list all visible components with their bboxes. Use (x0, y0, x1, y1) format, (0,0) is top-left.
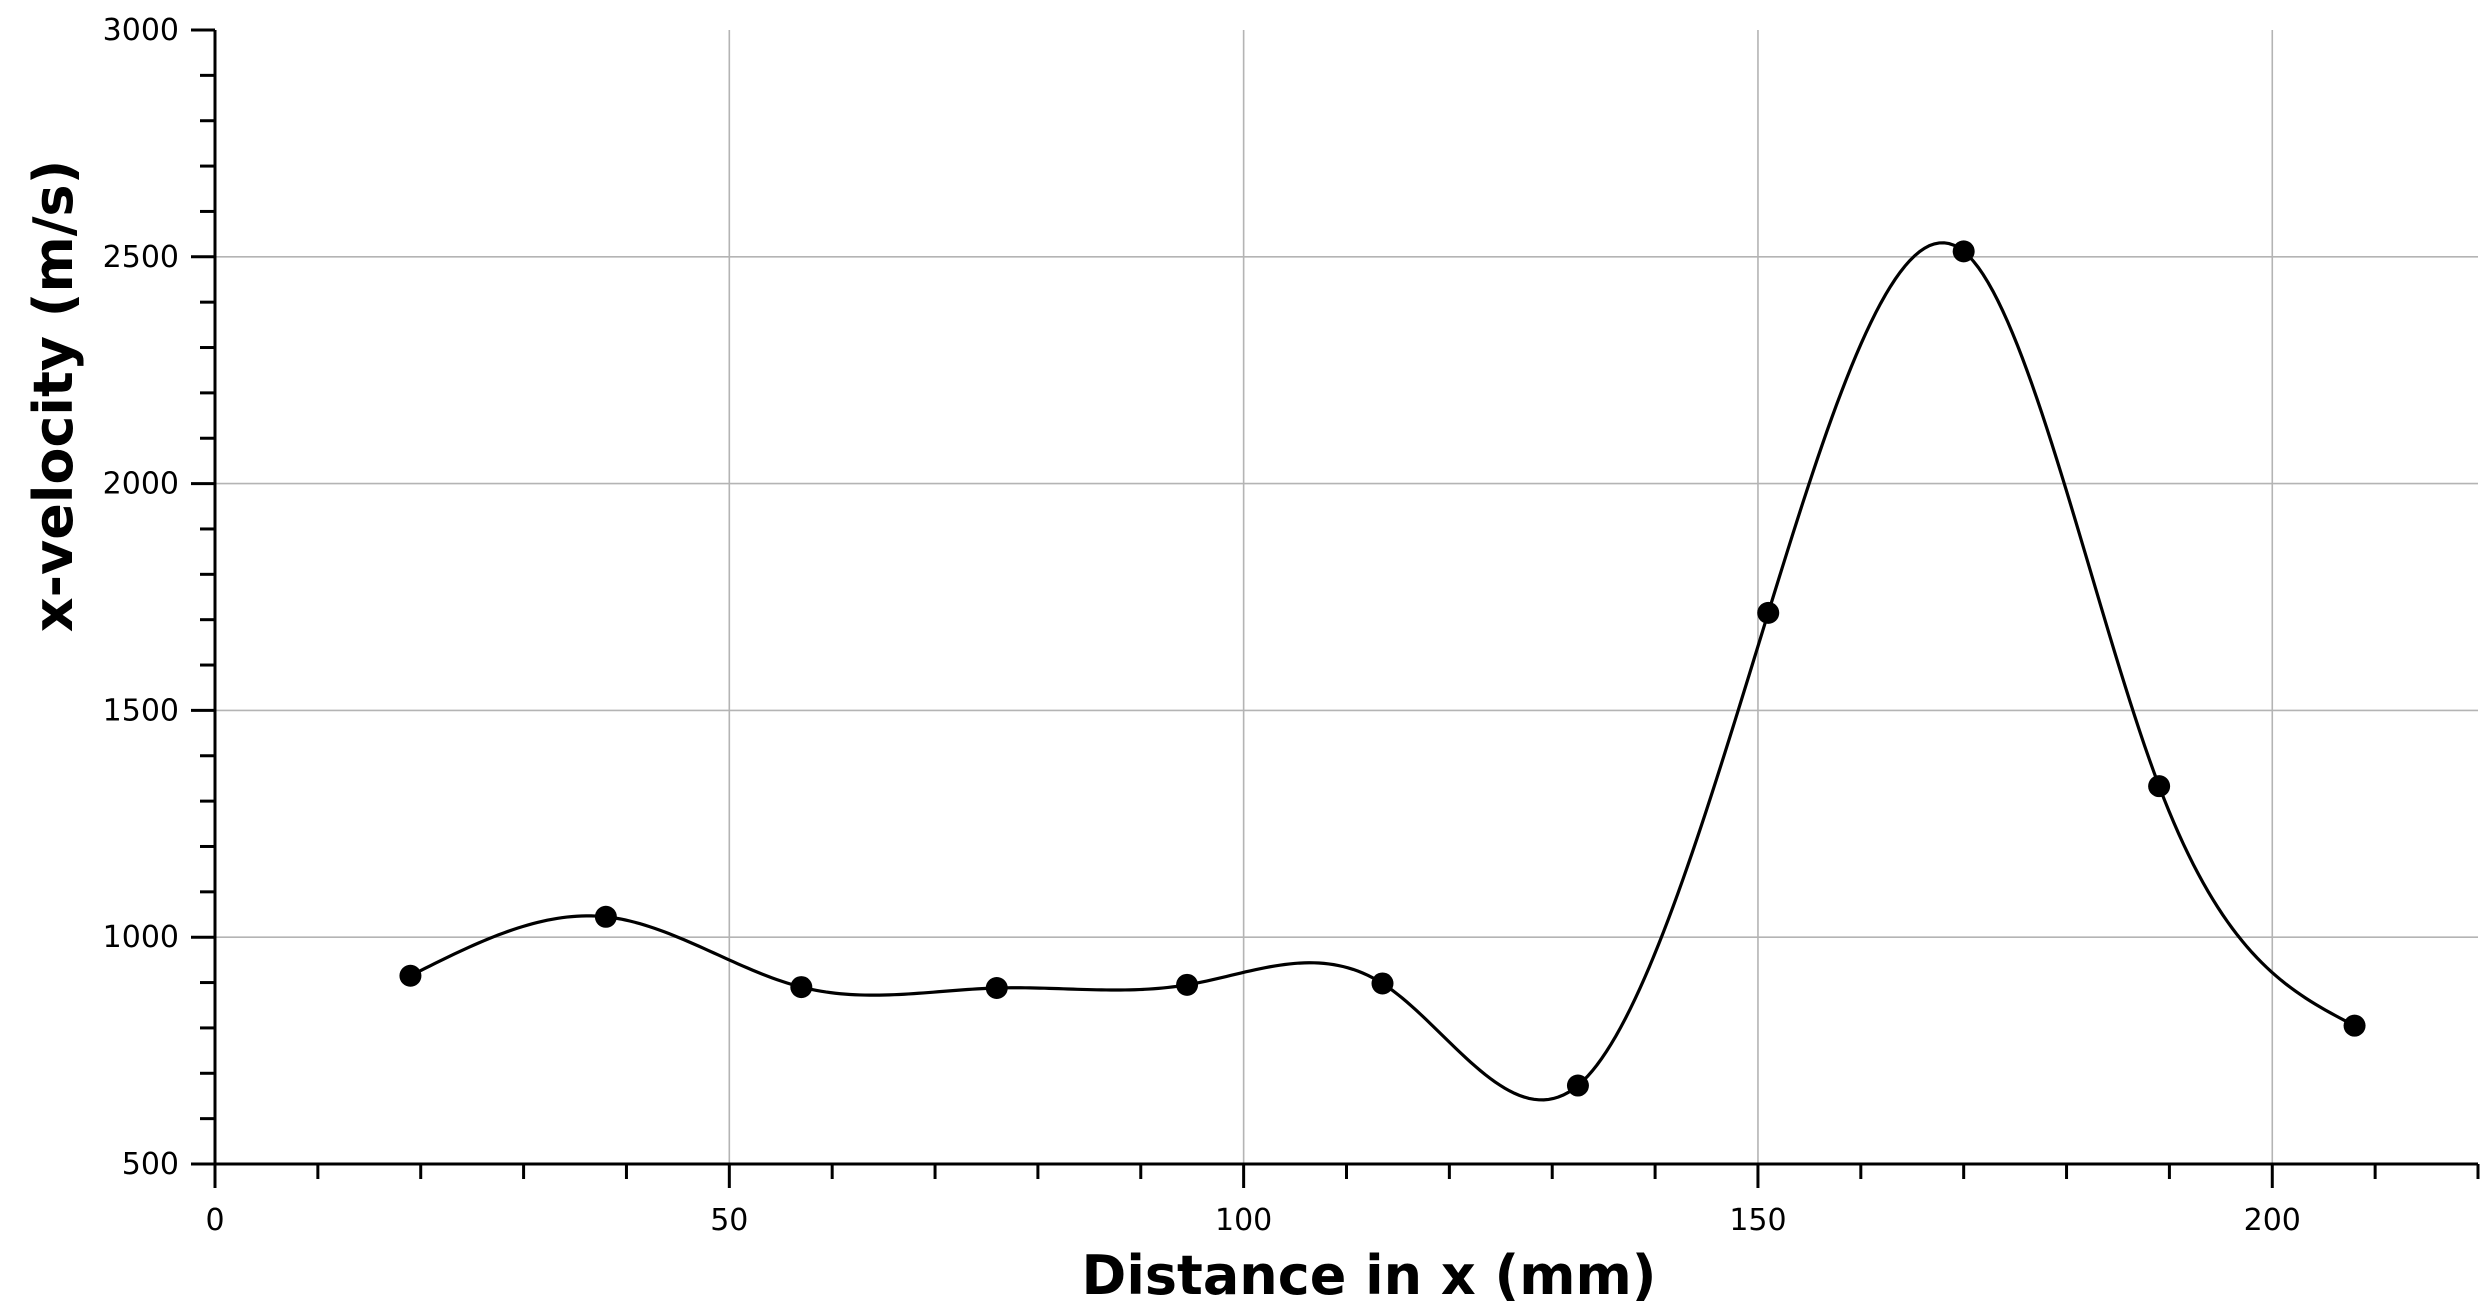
data-series (399, 240, 2366, 1102)
data-point (1952, 240, 1975, 263)
tick-labels: 0 50 100 150 200 500 1000 1500 2000 2500 3000 (103, 13, 2301, 1238)
data-point (2343, 1014, 2366, 1037)
data-point (399, 964, 422, 987)
axis-ticks (191, 28, 2480, 1188)
data-point (1757, 601, 1780, 624)
y-tick-label: 2500 (103, 240, 179, 275)
y-tick-label: 1000 (103, 920, 179, 955)
x-tick-label: 100 (1215, 1203, 1272, 1238)
y-tick-label: 3000 (103, 13, 179, 48)
y-tick-label: 2000 (103, 467, 179, 502)
x-tick-label: 150 (1729, 1203, 1786, 1238)
data-point (2148, 775, 2171, 798)
x-tick-label: 50 (710, 1203, 748, 1238)
x-axis-title: Distance in x (mm) (1082, 1244, 1657, 1307)
x-tick-label: 0 (205, 1203, 224, 1238)
data-point (594, 905, 617, 928)
y-axis-title: x-velocity (m/s) (22, 160, 85, 633)
data-point (985, 977, 1008, 1000)
axes (213, 30, 2478, 1166)
data-point (1371, 972, 1394, 995)
data-point (790, 976, 813, 999)
series-line (409, 241, 2356, 1102)
data-point (1176, 973, 1199, 996)
grid-lines (215, 30, 2478, 1164)
y-tick-label: 500 (122, 1147, 179, 1182)
x-tick-label: 200 (2244, 1203, 2301, 1238)
data-point (1566, 1074, 1589, 1097)
y-tick-label: 1500 (103, 693, 179, 728)
